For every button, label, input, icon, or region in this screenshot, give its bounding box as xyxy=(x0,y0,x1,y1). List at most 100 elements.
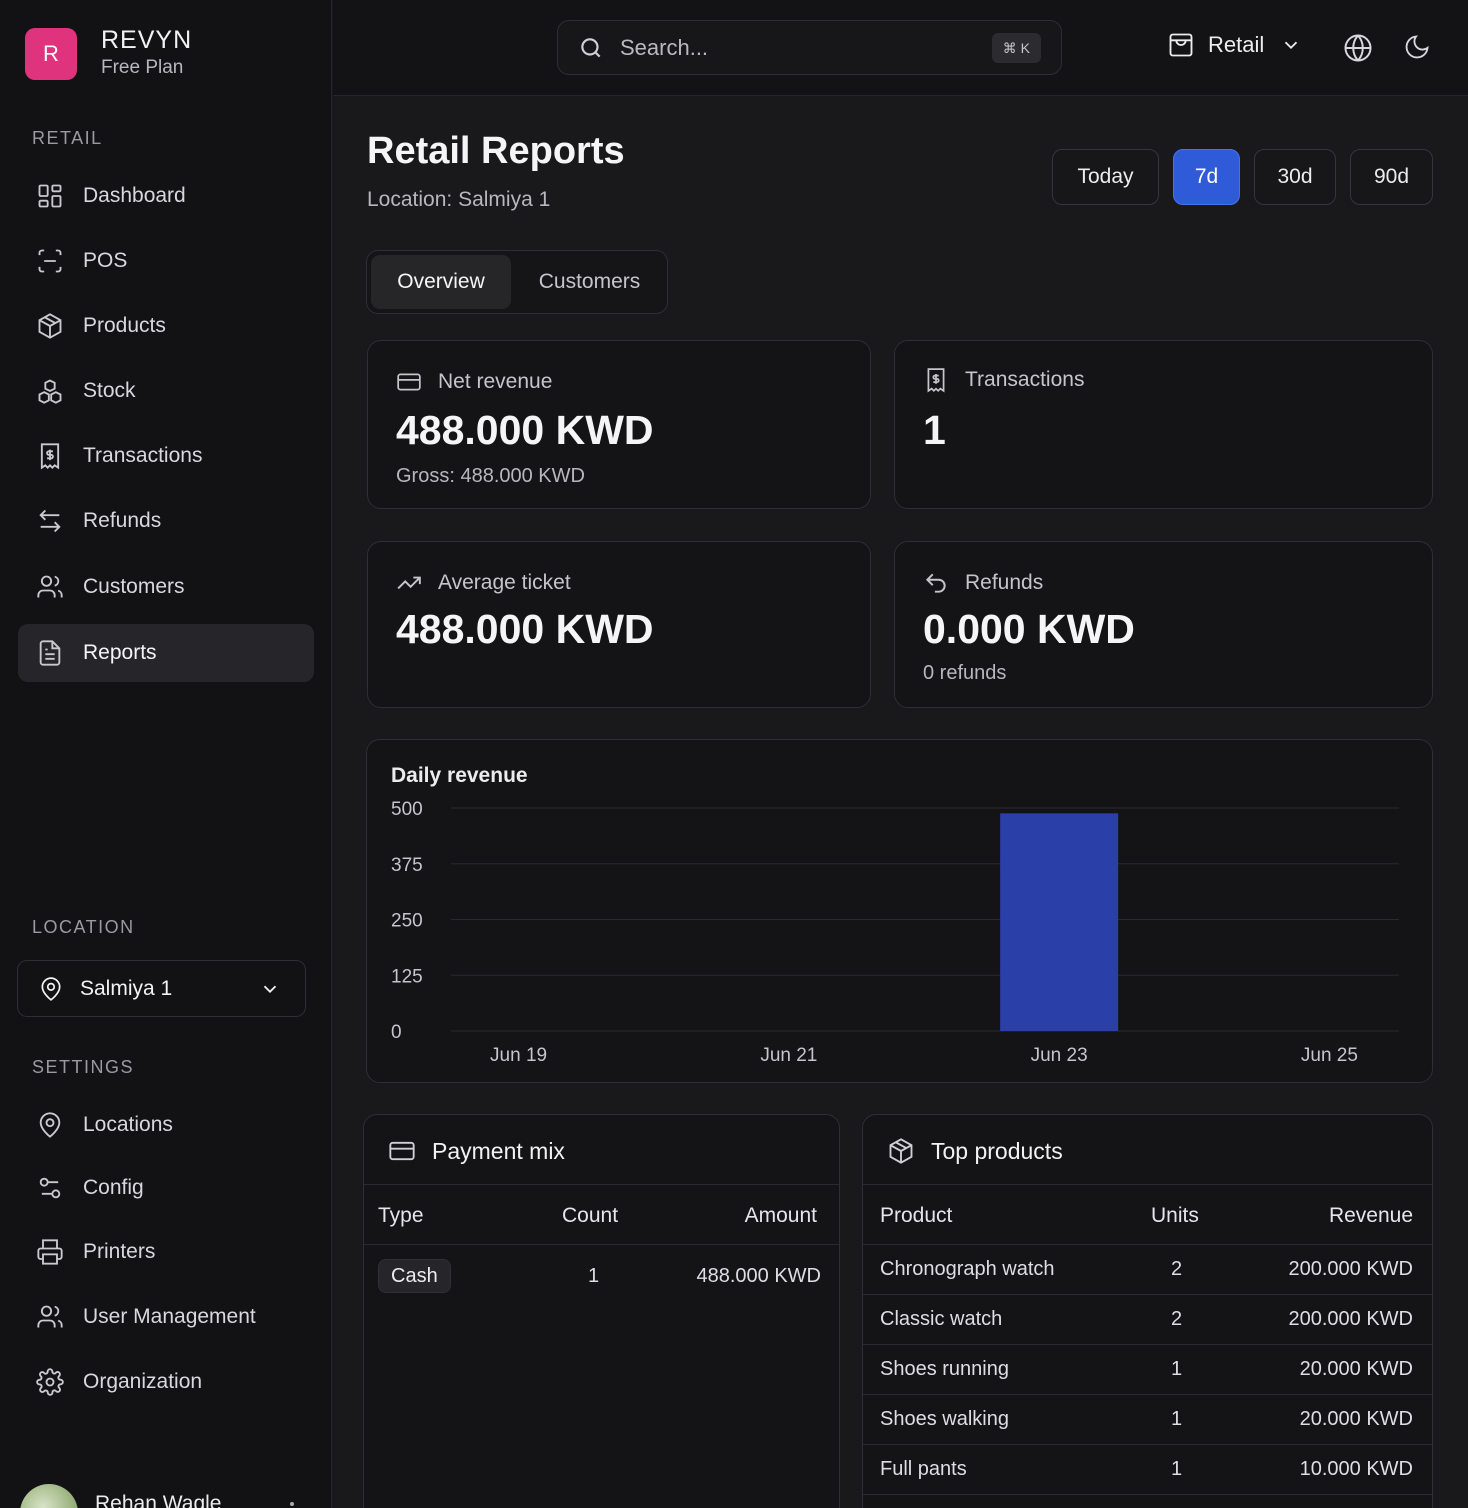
product-name: Chronograph watch xyxy=(880,1258,1055,1280)
sidebar-item-printers[interactable]: Printers xyxy=(18,1223,314,1281)
daily-revenue-chart: 0 125 250 375 500 Jun 19 Jun 21 Jun 23 Jun 25 Da… xyxy=(366,739,1433,1083)
section-label-retail: RETAIL xyxy=(32,128,103,148)
table-row: Classic watch 2 200.000 KWD xyxy=(863,1294,1432,1344)
chart-bar[interactable] xyxy=(1000,813,1119,1031)
users-icon xyxy=(36,573,64,601)
stat-header: Net revenue xyxy=(396,369,552,395)
panel-header: Top products xyxy=(887,1137,1063,1165)
sidebar-item-user-management[interactable]: User Management xyxy=(18,1288,314,1346)
chart-title: Daily revenue xyxy=(391,764,528,787)
y-tick-label: 250 xyxy=(391,911,423,932)
globe-icon[interactable] xyxy=(1343,33,1373,63)
panel-title: Top products xyxy=(931,1137,1063,1164)
stat-value: 0.000 KWD xyxy=(923,606,1135,652)
chevron-down-icon xyxy=(1280,34,1302,56)
stat-card-average-ticket: Average ticket 488.000 KWD xyxy=(367,541,871,708)
y-tick-label: 500 xyxy=(391,799,423,820)
sidebar: R REVYN Free Plan RETAIL Dashboard POS P… xyxy=(0,0,332,1508)
sidebar-item-pos[interactable]: POS xyxy=(18,232,314,290)
table-row: Shoes walking 1 20.000 KWD xyxy=(863,1394,1432,1444)
x-tick-label: Jun 23 xyxy=(1031,1045,1088,1066)
column-header-amount: Amount xyxy=(744,1204,817,1227)
brand[interactable]: R REVYN Free Plan xyxy=(25,26,192,82)
sidebar-item-label: User Management xyxy=(83,1305,256,1328)
stat-label: Refunds xyxy=(965,571,1044,594)
file-text-icon xyxy=(36,639,64,667)
sidebar-item-reports[interactable]: Reports xyxy=(18,624,314,682)
brand-name: REVYN xyxy=(101,26,193,54)
brand-logo: R xyxy=(25,28,77,80)
stat-label: Transactions xyxy=(965,368,1085,391)
product-revenue: 20.000 KWD xyxy=(1299,1408,1413,1430)
avatar xyxy=(20,1484,78,1508)
package-icon xyxy=(36,312,64,340)
sidebar-item-stock[interactable]: Stock xyxy=(18,362,314,420)
gear-icon xyxy=(36,1368,64,1396)
sidebar-item-label: Dashboard xyxy=(83,184,186,207)
stat-value: 488.000 KWD xyxy=(396,606,654,652)
user-name: Rehan Wagle xyxy=(95,1492,222,1508)
brand-plan: Free Plan xyxy=(101,57,184,78)
range-button-7d[interactable]: 7d xyxy=(1173,149,1240,205)
brand-text: REVYN Free Plan xyxy=(101,26,192,82)
tab-customers[interactable]: Customers xyxy=(538,270,641,293)
credit-card-icon xyxy=(396,369,422,395)
stat-subtext: 0 refunds xyxy=(923,662,1007,684)
sidebar-item-products[interactable]: Products xyxy=(18,297,314,355)
search-input[interactable] xyxy=(620,34,960,61)
chevron-down-icon xyxy=(259,978,281,1000)
panel-title: Payment mix xyxy=(432,1137,565,1164)
stat-value: 488.000 KWD xyxy=(396,407,654,453)
payment-type-badge: Cash xyxy=(378,1259,451,1293)
range-button-30d[interactable]: 30d xyxy=(1254,149,1336,205)
sidebar-item-organization[interactable]: Organization xyxy=(18,1353,314,1411)
sidebar-item-transactions[interactable]: Transactions xyxy=(18,427,314,485)
search-box[interactable]: ⌘ K xyxy=(557,20,1062,75)
sidebar-item-label: Customers xyxy=(83,575,185,598)
sidebar-item-label: POS xyxy=(83,249,128,272)
tab-overview[interactable]: Overview xyxy=(371,255,511,309)
stat-value: 1 xyxy=(923,407,946,453)
table-row: Chronograph watch 2 200.000 KWD xyxy=(863,1244,1432,1294)
section-label-location: LOCATION xyxy=(32,917,135,937)
store-switcher[interactable]: Retail xyxy=(1167,31,1302,59)
moon-icon[interactable] xyxy=(1403,33,1431,61)
chart-canvas: 0 125 250 375 500 Jun 19 Jun 21 Jun 23 Jun 25 xyxy=(391,799,1399,1066)
x-tick-label: Jun 21 xyxy=(760,1045,817,1066)
store-switcher-label: Retail xyxy=(1208,32,1265,57)
product-revenue: 10.000 KWD xyxy=(1299,1458,1413,1480)
sidebar-item-label: Stock xyxy=(83,379,136,402)
sidebar-item-label: Printers xyxy=(83,1240,156,1263)
sidebar-item-config[interactable]: Config xyxy=(18,1159,314,1217)
sidebar-item-label: Locations xyxy=(83,1113,173,1136)
product-units: 1 xyxy=(1171,1358,1183,1380)
section-label-settings: SETTINGS xyxy=(32,1057,135,1077)
location-select[interactable]: Salmiya 1 xyxy=(17,960,306,1017)
user-menu[interactable]: Rehan Wagle xyxy=(20,1484,294,1508)
report-tabs: Overview Customers xyxy=(366,250,668,314)
stat-card-transactions: Transactions 1 xyxy=(894,340,1433,509)
store-icon xyxy=(1167,31,1195,59)
stat-label: Net revenue xyxy=(438,370,553,393)
column-header-count: Count xyxy=(562,1204,619,1227)
range-button-today[interactable]: Today xyxy=(1052,149,1159,205)
x-tick-label: Jun 25 xyxy=(1301,1045,1358,1066)
receipt-icon xyxy=(36,442,64,470)
product-name: Classic watch xyxy=(880,1308,1003,1330)
sidebar-item-refunds[interactable]: Refunds xyxy=(18,492,314,550)
shortcut-hint: ⌘ K xyxy=(991,33,1041,63)
scan-icon xyxy=(36,247,64,275)
sidebar-item-dashboard[interactable]: Dashboard xyxy=(18,167,314,225)
stat-card-net-revenue: Net revenue 488.000 KWD Gross: 488.000 K… xyxy=(367,340,871,509)
sidebar-item-label: Config xyxy=(83,1176,144,1199)
trending-up-icon xyxy=(396,570,422,596)
page-subtitle: Location: Salmiya 1 xyxy=(367,188,551,211)
undo-icon xyxy=(923,570,949,596)
table-row: Full pants 1 10.000 KWD xyxy=(863,1444,1432,1494)
sidebar-item-customers[interactable]: Customers xyxy=(18,558,314,616)
sidebar-item-label: Organization xyxy=(83,1370,203,1393)
map-pin-icon xyxy=(38,976,64,1002)
range-button-90d[interactable]: 90d xyxy=(1350,149,1433,205)
sidebar-item-locations[interactable]: Locations xyxy=(18,1096,314,1154)
more-icon[interactable] xyxy=(290,1502,294,1506)
